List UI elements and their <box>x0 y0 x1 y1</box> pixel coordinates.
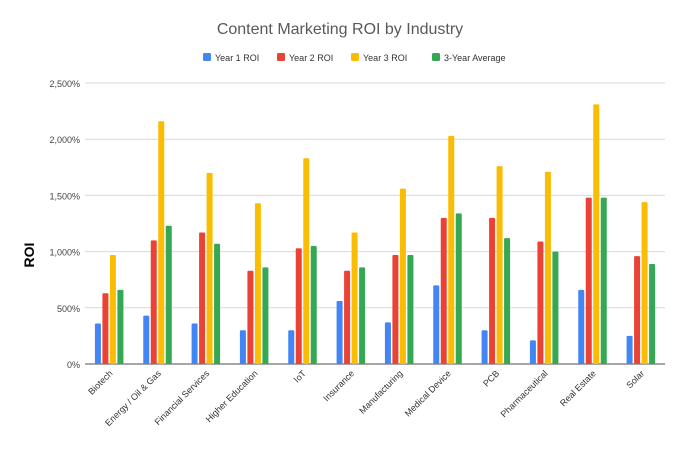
x-tick-label: Insurance <box>321 368 356 403</box>
bar-year-3-roi <box>303 158 310 364</box>
bar-3-year-average <box>407 254 414 364</box>
x-tick-label: IoT <box>292 368 309 385</box>
chart-title: Content Marketing ROI by Industry <box>217 21 463 38</box>
y-tick-label: 1,500% <box>49 191 80 201</box>
legend-swatch <box>277 53 285 61</box>
bar-year-3-roi <box>399 188 406 364</box>
legend-swatch <box>432 53 440 61</box>
bar-3-year-average <box>552 251 559 364</box>
legend-label: 3-Year Average <box>444 53 506 63</box>
legend-label: Year 1 ROI <box>215 53 259 63</box>
x-tick-label: PCB <box>481 368 501 388</box>
bar-3-year-average <box>214 243 221 364</box>
bar-year-1-roi <box>239 330 246 364</box>
bar-3-year-average <box>310 245 317 364</box>
bar-3-year-average <box>262 267 269 364</box>
bar-year-2-roi <box>489 217 496 364</box>
bar-3-year-average <box>359 267 366 364</box>
bars <box>94 104 656 364</box>
bar-year-3-roi <box>109 254 116 364</box>
bar-year-2-roi <box>537 241 544 364</box>
legend: Year 1 ROI Year 2 ROI Year 3 ROI 3-Year Ave… <box>203 53 506 63</box>
x-tick-label: Biotech <box>86 368 114 396</box>
y-axis-label: ROI <box>21 243 37 268</box>
x-tick-label: Solar <box>624 368 646 390</box>
y-tick-label: 0% <box>67 360 80 370</box>
bar-year-3-roi <box>351 232 358 364</box>
bar-year-1-roi <box>384 322 391 364</box>
gridlines: 0% 500% 1,000% 1,500% 2,000% 2,500% <box>49 79 665 370</box>
bar-year-2-roi <box>102 293 109 364</box>
bar-year-1-roi <box>336 301 343 364</box>
bar-year-2-roi <box>344 270 351 364</box>
bar-year-1-roi <box>481 330 488 364</box>
bar-year-2-roi <box>440 217 447 364</box>
bar-year-2-roi <box>150 240 157 364</box>
bar-3-year-average <box>455 213 462 364</box>
bar-year-1-roi <box>433 285 440 364</box>
x-tick-label: Higher Education <box>204 368 260 424</box>
y-tick-label: 2,500% <box>49 79 80 89</box>
bar-3-year-average <box>504 238 511 364</box>
bar-3-year-average <box>649 263 656 364</box>
legend-label: Year 3 ROI <box>363 53 407 63</box>
bar-year-3-roi <box>496 166 503 364</box>
x-tick-label: Real Estate <box>558 368 598 408</box>
bar-year-2-roi <box>634 256 641 364</box>
bar-year-1-roi <box>578 289 585 364</box>
bar-year-2-roi <box>585 197 592 364</box>
y-tick-label: 2,000% <box>49 135 80 145</box>
y-tick-label: 1,000% <box>49 248 80 258</box>
legend-label: Year 2 ROI <box>289 53 333 63</box>
bar-year-1-roi <box>94 323 101 364</box>
x-tick-label: Pharmaceutical <box>499 368 550 419</box>
bar-year-2-roi <box>295 248 302 364</box>
bar-year-1-roi <box>529 340 536 364</box>
bar-3-year-average <box>600 197 607 364</box>
bar-year-2-roi <box>392 254 399 364</box>
bar-year-1-roi <box>191 323 198 364</box>
bar-3-year-average <box>117 289 124 364</box>
bar-year-3-roi <box>641 202 648 364</box>
x-tick-label: Manufacturing <box>357 368 404 415</box>
bar-year-3-roi <box>448 135 455 364</box>
bar-year-3-roi <box>206 172 213 364</box>
bar-year-1-roi <box>626 335 633 364</box>
bar-year-1-roi <box>143 315 150 364</box>
legend-swatch <box>351 53 359 61</box>
bar-year-3-roi <box>544 171 551 364</box>
bar-year-3-roi <box>158 121 165 364</box>
x-tick-label: Medical Device <box>403 368 453 418</box>
bar-year-3-roi <box>254 203 261 364</box>
bar-year-1-roi <box>288 330 295 364</box>
bar-year-2-roi <box>199 232 206 364</box>
y-tick-label: 500% <box>57 304 80 314</box>
legend-swatch <box>203 53 211 61</box>
bar-year-2-roi <box>247 270 254 364</box>
bar-3-year-average <box>165 225 172 364</box>
bar-year-3-roi <box>593 104 600 364</box>
